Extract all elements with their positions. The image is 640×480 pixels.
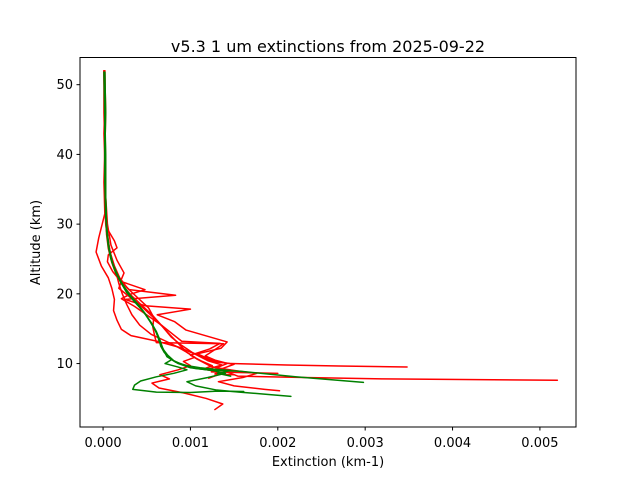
x-tick-label: 0.004 bbox=[434, 436, 471, 451]
x-tick-label: 0.005 bbox=[521, 436, 558, 451]
red-profile-line bbox=[104, 70, 281, 392]
green-profile-line bbox=[104, 71, 365, 384]
green-profile-line bbox=[104, 71, 292, 398]
y-tick-label: 20 bbox=[56, 287, 73, 302]
x-tick-label: 0.000 bbox=[84, 436, 121, 451]
red-profile-line bbox=[103, 70, 408, 368]
red-profile-line bbox=[95, 70, 223, 379]
y-tick-label: 40 bbox=[56, 148, 73, 163]
red-profile-line bbox=[104, 70, 279, 375]
y-axis-label: Altitude (km) bbox=[29, 200, 44, 285]
red-profile-line bbox=[104, 70, 235, 376]
plot-area: 0.000 0.001 0.002 0.003 0.004 0.005 10 20 30 40 50 bbox=[56, 57, 577, 451]
y-tick-label: 30 bbox=[56, 218, 73, 233]
axes-frame bbox=[79, 57, 577, 428]
y-tick-label: 50 bbox=[56, 78, 73, 93]
chart-title: v5.3 1 um extinctions from 2025-09-22 bbox=[171, 37, 485, 56]
x-tick-label: 0.001 bbox=[172, 436, 209, 451]
x-axis-label: Extinction (km-1) bbox=[272, 455, 384, 470]
x-tick-label: 0.002 bbox=[259, 436, 296, 451]
green-profile-line bbox=[104, 71, 232, 377]
x-tick-label: 0.003 bbox=[347, 436, 384, 451]
y-tick-label: 10 bbox=[56, 357, 73, 372]
